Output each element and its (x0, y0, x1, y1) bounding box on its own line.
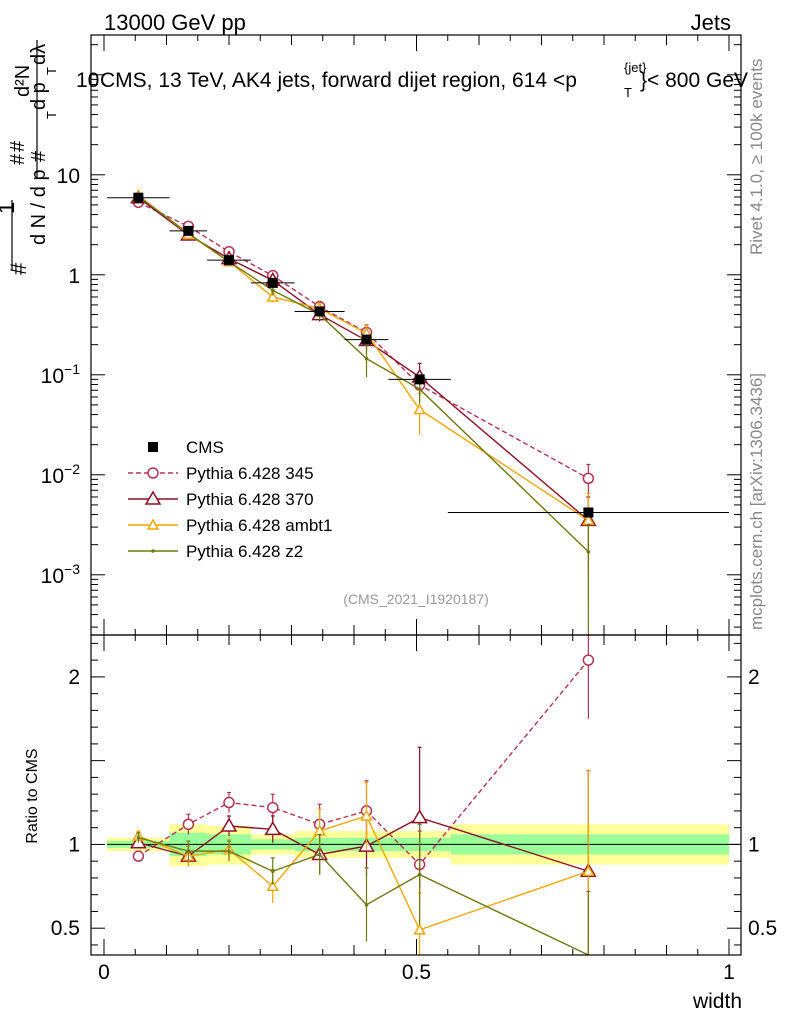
plot-title: 10 CMS, 13 TeV, AK4 jets, forward dijet … (76, 60, 748, 100)
ylabel-hash-3: # (7, 153, 29, 165)
rivet-label: Rivet 4.1.0, ≥ 100k events (747, 59, 766, 255)
ratio-z2-marker-3 (270, 869, 275, 874)
title-main: 10 (76, 69, 99, 92)
ylabel-dp: d p (28, 82, 50, 110)
ratio-ambt1-marker-7 (582, 864, 595, 876)
ylabel-hash-1: # (6, 262, 31, 275)
ratio-z2-marker-5 (364, 902, 369, 907)
legend-item-z2: Pythia 6.428 z2 (128, 542, 303, 561)
ylabel-one: 1 (0, 202, 19, 214)
main-z2-marker-6 (417, 387, 422, 391)
ylabel-hash-2: # (7, 140, 29, 152)
xtick-label-0: 0 (98, 961, 110, 984)
title-tail: }< 800 GeV (640, 69, 748, 92)
legend-item-cms: CMS (148, 438, 224, 457)
legend-label-p370: Pythia 6.428 370 (186, 490, 314, 509)
x-axis-label: width (692, 990, 742, 1013)
xtick-label-2: 1 (723, 961, 735, 984)
cms-point-6 (414, 374, 425, 385)
ratio-ambt1-line (138, 815, 589, 931)
main-ytick-label-2: 10−1 (41, 361, 81, 388)
ratio-p370-marker-6 (411, 809, 428, 824)
title-sup: {jet} (624, 60, 647, 75)
cms-point-2 (224, 255, 234, 266)
ratio-p370-marker-2 (220, 817, 238, 832)
ratio-ytick-label-left-0: 0.5 (51, 917, 80, 940)
ratio-p370-marker-3 (264, 820, 282, 836)
legend-marker-ambt1 (146, 518, 160, 530)
main-ytick-label-4: 10 (57, 165, 80, 188)
ratio-series (130, 634, 597, 956)
main-series (107, 189, 729, 635)
legend-label-p345: Pythia 6.428 345 (186, 464, 314, 483)
energy-label: 13000 GeV pp (104, 10, 246, 35)
main-z2-line (137, 195, 589, 553)
analysis-id-label: (CMS_2021_I1920187) (343, 591, 489, 607)
title-text: CMS, 13 TeV, AK4 jets, forward dijet reg… (100, 69, 577, 92)
ratio-y-axis-label: Ratio to CMS (24, 748, 41, 843)
cms-point-0 (133, 192, 144, 203)
ratio-z2-marker-0 (136, 835, 141, 840)
main-z2-marker-5 (364, 356, 369, 361)
main-p345-marker-7 (582, 472, 595, 485)
ratio-ambt1-marker-6 (413, 923, 426, 935)
legend: CMS Pythia 6.428 345 Pythia 6.428 370 Py… (128, 438, 332, 561)
main-ytick-label-3: 1 (68, 265, 80, 288)
legend-item-p345: Pythia 6.428 345 (128, 464, 314, 483)
ratio-p345-marker-1 (182, 818, 195, 831)
legend-marker-p370 (144, 490, 162, 505)
ratio-z2-marker-4 (317, 852, 322, 857)
main-ytick-label-1: 10−2 (41, 461, 81, 488)
cms-point-4 (314, 306, 325, 317)
ratio-ytick-label-left-2: 2 (68, 666, 80, 689)
main-ambt1-marker-6 (413, 402, 426, 415)
legend-marker-cms (148, 442, 158, 452)
cms-point-5 (361, 334, 372, 345)
ratio-ambt1-marker-5 (360, 809, 373, 821)
main-y-axis-label: # 1 d N / d p T d²N d p T dλ # # # (0, 44, 59, 275)
title-sub: T (624, 85, 632, 100)
ratio-z2-marker-1 (186, 849, 191, 853)
ylabel-dlambda: dλ (28, 44, 50, 65)
xtick-label-1: 0.5 (402, 961, 431, 984)
ratio-frame (90, 634, 742, 956)
category-label: Jets (691, 10, 731, 35)
ratio-z2-marker-6 (417, 872, 422, 877)
main-ytick-label-0: 10−3 (41, 561, 81, 588)
cms-point-3 (267, 277, 278, 288)
ratio-ytick-label-left-1: 1 (68, 833, 80, 856)
mcplots-label: mcplots.cern.ch [arXiv:1306.3436] (747, 373, 766, 630)
legend-label-ambt1: Pythia 6.428 ambt1 (186, 516, 332, 535)
main-z2-marker-7 (586, 549, 591, 554)
ratio-ytick-label-right-1: 1 (748, 833, 760, 856)
legend-label-z2: Pythia 6.428 z2 (186, 542, 303, 561)
ylabel-sub-t2: T (44, 67, 59, 75)
ratio-p345-marker-7 (582, 654, 595, 666)
ratio-z2-line (138, 837, 589, 956)
ratio-ytick-label-right-2: 2 (748, 666, 760, 689)
ratio-p345-line (137, 659, 589, 866)
ylabel-numerator: d²N (12, 65, 34, 97)
cms-point-7 (583, 507, 594, 518)
main-z2-marker-3 (270, 288, 275, 293)
legend-label-cms: CMS (186, 438, 224, 457)
cms-point-1 (183, 225, 194, 236)
legend-item-ambt1: Pythia 6.428 ambt1 (128, 516, 332, 535)
ratio-p345-marker-3 (267, 801, 279, 814)
ratio-ytick-label-right-0: 0.5 (748, 917, 777, 940)
legend-item-p370: Pythia 6.428 370 (128, 490, 314, 509)
ratio-p345-marker-2 (223, 796, 235, 809)
main-ambt1-marker-3 (266, 290, 280, 302)
ylabel-denominator: d N / d p (28, 169, 50, 245)
ylabel-hash-4: # (28, 150, 50, 162)
ratio-z2-marker-2 (227, 849, 231, 853)
ratio-p345-marker-0 (132, 850, 145, 862)
legend-marker-p345 (147, 467, 159, 479)
legend-marker-z2 (151, 549, 155, 553)
ylabel-sub-t1: T (44, 111, 59, 119)
ratio-ambt1-marker-3 (266, 879, 280, 892)
